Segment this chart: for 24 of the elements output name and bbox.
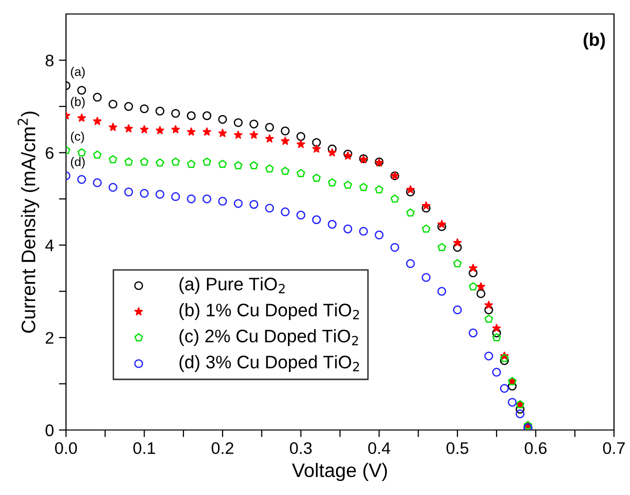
x-tick-label: 0.1 [133, 442, 156, 454]
annotation: (c) [70, 132, 84, 144]
annotation: (b) [70, 96, 85, 109]
x-tick-label: 0.6 [524, 442, 547, 454]
legend-label: (a) Pure TiO$_{2}$ [180, 277, 285, 294]
annotation: (a) [70, 66, 85, 79]
x-tick-label: 0.0 [55, 442, 77, 454]
legend-label: (c) 2% Cu Doped TiO$_{2}$ [180, 329, 358, 346]
legend-label: (d) 3% Cu Doped TiO$_{2}$ [180, 355, 359, 372]
y-axis-title: Current Density (mA/cm$^{2}$) [18, 112, 40, 333]
y-tick-label: 2 [46, 332, 54, 344]
x-tick-label: 0.2 [212, 442, 234, 454]
x-tick-label: 0.4 [368, 442, 390, 454]
y-tick-label: 8 [46, 54, 54, 66]
legend-label: (b) 1% Cu Doped TiO$_{2}$ [180, 303, 359, 320]
annotation: (b) [584, 32, 605, 50]
y-tick-label: 4 [45, 240, 54, 252]
x-tick-label: 0.3 [290, 442, 312, 454]
x-axis-title: Voltage (V) [292, 462, 387, 482]
x-tick-label: 0.5 [446, 442, 468, 454]
x-tick-label: 0.7 [603, 442, 625, 454]
annotation: (d) [70, 156, 85, 169]
y-tick-label: 0 [46, 424, 54, 436]
y-tick-label: 6 [46, 147, 54, 159]
